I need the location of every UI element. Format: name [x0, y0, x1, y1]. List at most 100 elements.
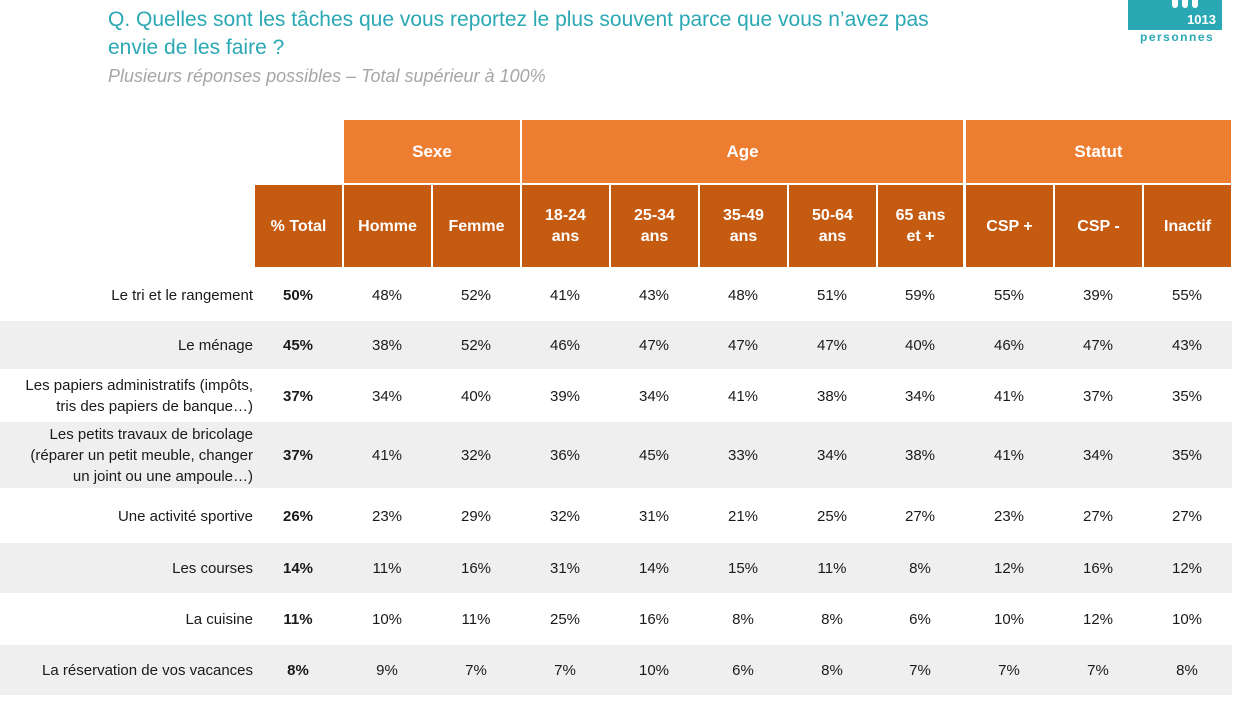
row-label: Le tri et le rangement [111, 286, 253, 304]
value-cell: 48% [727, 286, 759, 304]
value-cell: 25% [816, 507, 848, 525]
value-cell: 9% [376, 661, 398, 679]
value-cell: 8% [1176, 661, 1198, 679]
total-value-cell: 37% [282, 446, 314, 464]
value-cell: 47% [727, 336, 759, 354]
group-header-age: Age [522, 120, 963, 183]
value-cell: 39% [549, 387, 581, 405]
value-cell: 46% [549, 336, 581, 354]
column-header-homme: Homme [344, 185, 431, 267]
total-value-cell: 50% [282, 286, 314, 304]
total-value-cell: 8% [287, 661, 309, 679]
value-cell: 10% [1171, 610, 1203, 628]
value-cell: 51% [816, 286, 848, 304]
column-header-18-24: 18-24 ans [522, 185, 609, 267]
row-band [0, 321, 1232, 369]
row-label: Les courses [172, 559, 253, 577]
row-band [0, 543, 1232, 593]
value-cell: 32% [549, 507, 581, 525]
total-value-cell: 14% [282, 559, 314, 577]
value-cell: 11% [817, 559, 847, 577]
value-cell: 46% [993, 336, 1025, 354]
value-cell: 34% [638, 387, 670, 405]
value-cell: 8% [821, 661, 843, 679]
group-header-sexe: Sexe [344, 120, 520, 183]
column-header-65-plus: 65 ans et + [878, 185, 963, 267]
column-header-inactif: Inactif [1144, 185, 1231, 267]
value-cell: 27% [904, 507, 936, 525]
column-header-35-49: 35-49 ans [700, 185, 787, 267]
value-cell: 10% [993, 610, 1025, 628]
value-cell: 55% [993, 286, 1025, 304]
value-cell: 7% [554, 661, 576, 679]
value-cell: 45% [638, 446, 670, 464]
value-cell: 32% [460, 446, 492, 464]
value-cell: 12% [993, 559, 1025, 577]
value-cell: 21% [727, 507, 759, 525]
value-cell: 36% [549, 446, 581, 464]
value-cell: 34% [1082, 446, 1114, 464]
value-cell: 7% [998, 661, 1020, 679]
value-cell: 37% [1082, 387, 1114, 405]
total-value-cell: 26% [282, 507, 314, 525]
value-cell: 27% [1082, 507, 1114, 525]
value-cell: 38% [904, 446, 936, 464]
question-title-line1: Q. Quelles sont les tâches que vous repo… [108, 8, 929, 31]
row-label: La cuisine [185, 610, 253, 628]
sample-size-count: 1013 [1187, 12, 1216, 27]
value-cell: 40% [904, 336, 936, 354]
value-cell: 47% [816, 336, 848, 354]
value-cell: 38% [816, 387, 848, 405]
person-icon [1172, 0, 1178, 8]
value-cell: 31% [549, 559, 581, 577]
value-cell: 16% [460, 559, 492, 577]
value-cell: 34% [816, 446, 848, 464]
row-label: Les petits travaux de bricolage (réparer… [30, 425, 253, 485]
value-cell: 59% [904, 286, 936, 304]
value-cell: 41% [727, 387, 759, 405]
total-value-cell: 37% [282, 387, 314, 405]
sample-size-badge: 1013 personnes [1128, 0, 1222, 46]
person-icon [1182, 0, 1188, 8]
value-cell: 10% [638, 661, 670, 679]
value-cell: 41% [371, 446, 403, 464]
value-cell: 39% [1082, 286, 1114, 304]
column-header-50-64: 50-64 ans [789, 185, 876, 267]
value-cell: 41% [549, 286, 581, 304]
value-cell: 41% [993, 387, 1025, 405]
value-cell: 10% [371, 610, 403, 628]
column-header-25-34: 25-34 ans [611, 185, 698, 267]
value-cell: 33% [727, 446, 759, 464]
total-value-cell: 45% [282, 336, 314, 354]
value-cell: 23% [993, 507, 1025, 525]
value-cell: 8% [821, 610, 843, 628]
value-cell: 55% [1171, 286, 1203, 304]
value-cell: 8% [732, 610, 754, 628]
value-cell: 23% [371, 507, 403, 525]
value-cell: 7% [465, 661, 487, 679]
value-cell: 34% [904, 387, 936, 405]
value-cell: 52% [460, 286, 492, 304]
value-cell: 31% [638, 507, 670, 525]
value-cell: 40% [460, 387, 492, 405]
row-band [0, 645, 1232, 695]
row-label: Les papiers administratifs (impôts, tris… [25, 377, 253, 415]
value-cell: 6% [909, 610, 931, 628]
column-header-csp-minus: CSP - [1055, 185, 1142, 267]
value-cell: 14% [638, 559, 670, 577]
value-cell: 12% [1082, 610, 1114, 628]
value-cell: 27% [1171, 507, 1203, 525]
value-cell: 15% [727, 559, 759, 577]
value-cell: 12% [1171, 559, 1203, 577]
value-cell: 52% [460, 336, 492, 354]
value-cell: 11% [372, 559, 402, 577]
value-cell: 35% [1171, 387, 1203, 405]
value-cell: 7% [909, 661, 931, 679]
value-cell: 11% [461, 610, 491, 628]
value-cell: 43% [1171, 336, 1203, 354]
column-header-femme: Femme [433, 185, 520, 267]
value-cell: 6% [732, 661, 754, 679]
value-cell: 47% [638, 336, 670, 354]
value-cell: 43% [638, 286, 670, 304]
row-label: Le ménage [177, 336, 253, 354]
